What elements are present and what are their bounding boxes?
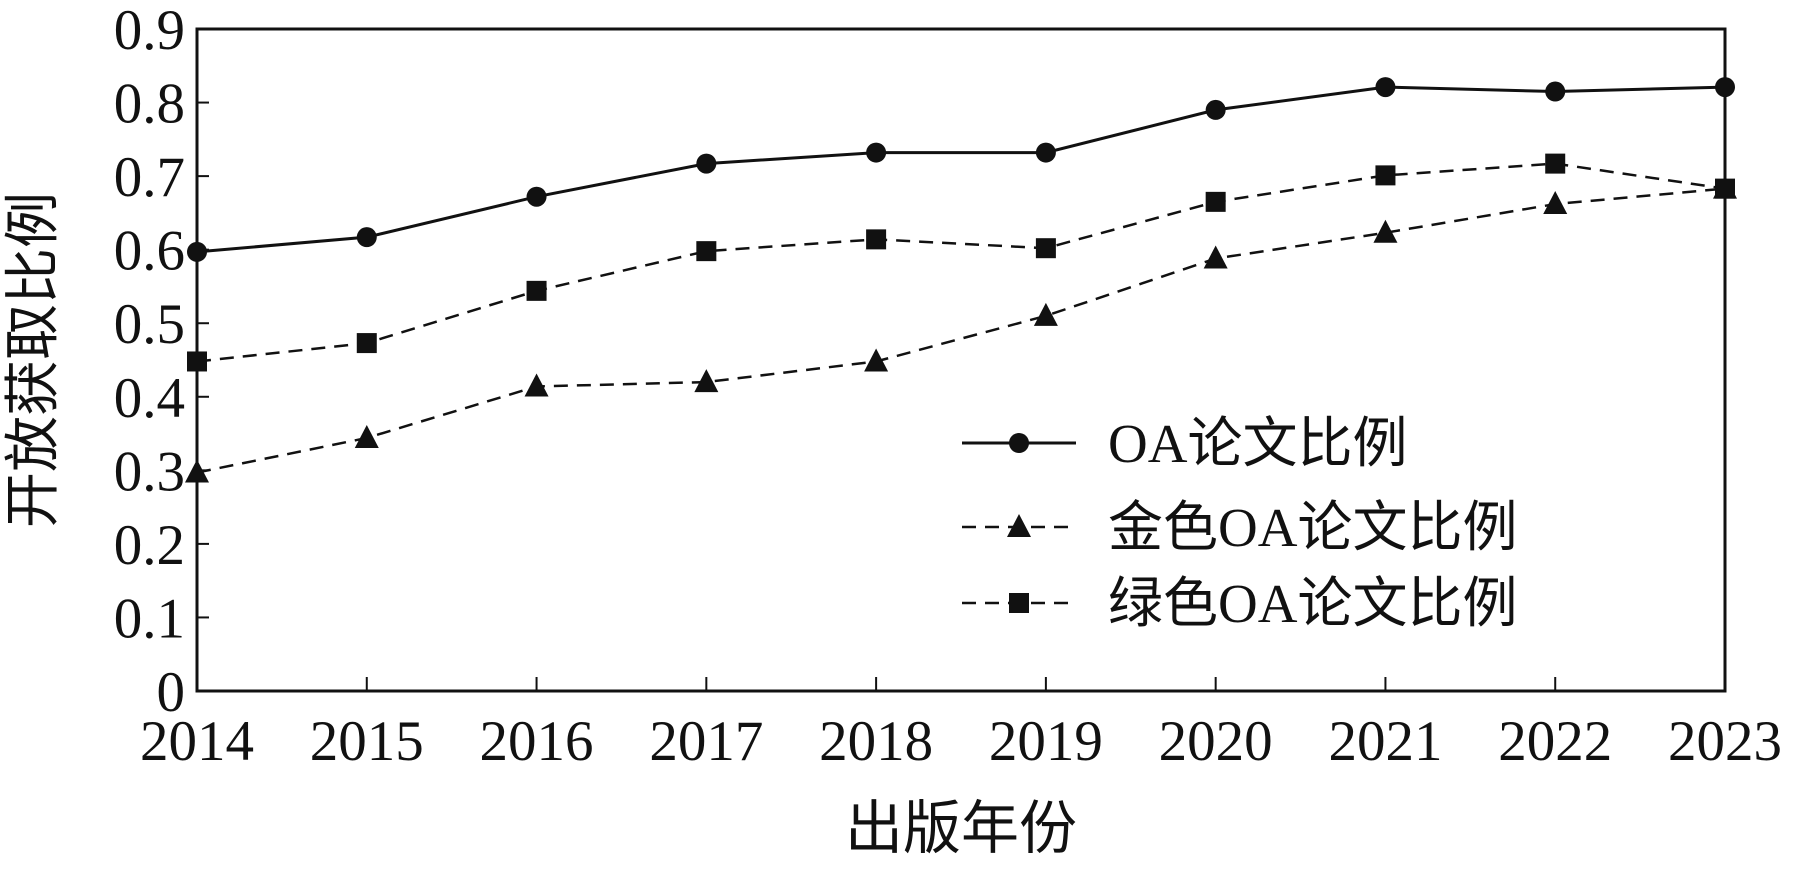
series-line xyxy=(196,162,1726,363)
data-point-circle xyxy=(187,241,207,262)
data-point-circle xyxy=(1545,81,1566,102)
data-point-circle xyxy=(356,227,377,248)
y-tick-label: 0.1 xyxy=(114,587,185,650)
data-point-square xyxy=(1035,238,1056,259)
data-point-triangle xyxy=(1543,191,1568,215)
series-circle xyxy=(187,77,1735,262)
x-tick-label: 2023 xyxy=(1668,710,1782,773)
data-point-square xyxy=(1715,178,1735,199)
data-point-square xyxy=(1205,191,1226,212)
data-point-triangle xyxy=(524,373,549,397)
data-point-circle xyxy=(866,142,887,163)
data-point-square xyxy=(526,280,547,301)
series-line xyxy=(196,187,1726,474)
data-point-circle xyxy=(1205,99,1226,120)
y-tick-label: 0.7 xyxy=(114,146,185,209)
data-point-square xyxy=(1375,165,1396,186)
y-tick-label: 0.3 xyxy=(114,440,185,503)
data-point-triangle xyxy=(864,348,889,372)
legend-label: OA论文比例 xyxy=(1108,413,1407,474)
x-axis-label: 出版年份 xyxy=(845,796,1077,861)
x-tick-label: 2015 xyxy=(310,710,424,773)
legend-marker-triangle xyxy=(1007,514,1031,537)
data-point-triangle xyxy=(1373,219,1398,243)
data-point-triangle xyxy=(694,369,719,393)
legend-marker-circle xyxy=(1009,433,1029,453)
data-point-square xyxy=(356,333,377,354)
x-tick-label: 2014 xyxy=(140,710,254,773)
x-tick-label: 2020 xyxy=(1159,710,1273,773)
data-point-circle xyxy=(696,153,717,174)
data-point-triangle xyxy=(1033,302,1058,326)
data-point-circle xyxy=(1375,77,1396,98)
y-tick-label: 0.9 xyxy=(114,0,185,62)
data-point-circle xyxy=(1715,77,1735,98)
x-tick-label: 2022 xyxy=(1498,710,1612,773)
y-axis-label: 开放获取比例 xyxy=(3,192,65,528)
data-point-circle xyxy=(526,186,547,207)
x-tick-label: 2021 xyxy=(1328,710,1442,773)
data-point-square xyxy=(866,229,887,250)
legend-label: 绿色OA论文比例 xyxy=(1108,573,1517,634)
y-tick-label: 0.2 xyxy=(114,514,185,577)
y-tick-label: 0.8 xyxy=(114,73,185,136)
y-tick-label: 0.4 xyxy=(114,367,185,430)
series-triangle xyxy=(185,175,1737,483)
data-point-square xyxy=(1545,153,1566,174)
y-tick-label: 0.6 xyxy=(114,220,185,283)
data-point-square xyxy=(696,241,717,262)
data-point-square xyxy=(187,351,207,372)
data-point-triangle xyxy=(1203,245,1228,269)
series-group xyxy=(185,77,1737,483)
x-tick-label: 2018 xyxy=(819,710,933,773)
x-tick-label: 2017 xyxy=(649,710,763,773)
x-tick-label: 2019 xyxy=(989,710,1103,773)
data-point-circle xyxy=(1035,142,1056,163)
x-tick-label: 2016 xyxy=(480,710,594,773)
data-point-triangle xyxy=(354,424,379,448)
series-line xyxy=(196,85,1726,254)
legend-label: 金色OA论文比例 xyxy=(1108,497,1517,558)
series-square xyxy=(187,153,1735,372)
legend-marker-square xyxy=(1009,593,1029,613)
data-point-triangle xyxy=(185,459,209,483)
y-tick-label: 0 xyxy=(157,661,186,724)
axes: 0 0.1 0.2 0.3 0.4 0.5 0.6 0.7 0.8 0.9 2014 2015 2016… xyxy=(114,0,1782,773)
y-tick-label: 0.5 xyxy=(114,293,185,356)
